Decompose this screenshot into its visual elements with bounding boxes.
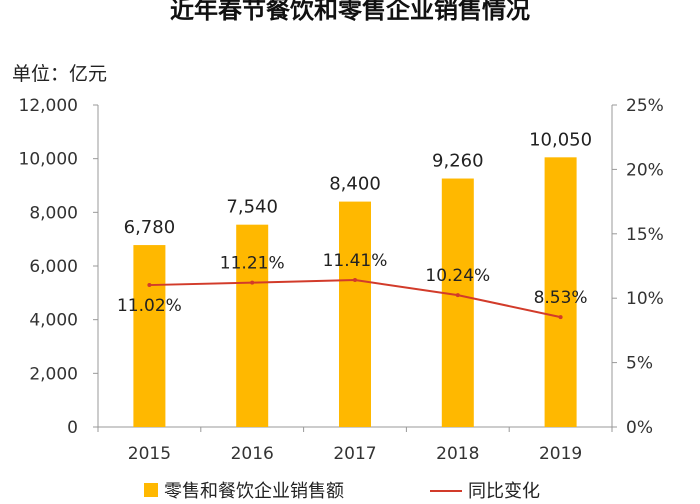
right-axis-tick-label: 15% <box>626 225 664 245</box>
right-axis-tick-label: 0% <box>626 418 653 438</box>
line-value-label: 10.24% <box>425 266 490 286</box>
legend-swatch-bars <box>144 483 158 497</box>
unit-label: 单位：亿元 <box>12 63 107 85</box>
x-axis-tick-label: 2016 <box>231 444 274 464</box>
data-labels: 6,780 7,540 8,400 9,260 10,050 11.02% 11.21% 11… <box>117 129 592 316</box>
bar-value-label: 6,780 <box>124 217 176 238</box>
bar <box>339 201 371 427</box>
bar <box>133 245 166 427</box>
bar-value-label: 8,400 <box>329 174 381 195</box>
bar-value-label: 7,540 <box>226 197 278 218</box>
axes: 0 2,000 4,000 6,000 8,000 10,000 12,000 0% 5% 10%… <box>19 96 664 464</box>
legend-label-bars: 零售和餐饮企业销售额 <box>164 481 344 500</box>
right-axis-tick-label: 20% <box>626 160 664 180</box>
bar <box>441 178 474 427</box>
bar <box>236 224 269 427</box>
line-point <box>250 280 255 285</box>
legend-label-line: 同比变化 <box>468 481 540 500</box>
x-axis-tick-label: 2019 <box>539 444 582 464</box>
bars <box>133 157 577 427</box>
right-axis-tick-label: 5% <box>626 354 653 374</box>
line-value-label: 8.53% <box>534 288 588 308</box>
left-axis-tick-label: 4,000 <box>29 311 78 331</box>
right-axis-tick-label: 10% <box>626 289 664 309</box>
line-point <box>353 278 357 283</box>
left-axis-tick-label: 12,000 <box>19 96 78 116</box>
x-axis-tick-label: 2015 <box>128 444 171 464</box>
line-value-label: 11.41% <box>323 251 388 271</box>
left-axis-tick-label: 8,000 <box>29 203 78 223</box>
line-point <box>455 293 460 298</box>
line-point <box>558 315 563 320</box>
bar-value-label: 10,050 <box>529 129 592 150</box>
line-series <box>147 278 563 320</box>
left-axis-tick-label: 10,000 <box>19 150 78 170</box>
bar-value-label: 9,260 <box>432 151 484 172</box>
line-point <box>147 283 152 288</box>
bar <box>544 157 577 427</box>
chart-title: 近年春节餐饮和零售企业销售情况 <box>170 0 530 24</box>
x-axis-tick-label: 2017 <box>333 444 376 464</box>
line-value-label: 11.21% <box>220 254 285 274</box>
left-axis-tick-label: 6,000 <box>29 257 78 277</box>
line-value-label: 11.02% <box>117 296 182 316</box>
x-axis-tick-label: 2018 <box>436 444 479 464</box>
left-axis-tick-label: 2,000 <box>29 364 78 384</box>
left-axis-tick-label: 0 <box>67 418 78 438</box>
right-axis-tick-label: 25% <box>626 96 664 116</box>
legend: 零售和餐饮企业销售额 同比变化 <box>144 481 540 502</box>
